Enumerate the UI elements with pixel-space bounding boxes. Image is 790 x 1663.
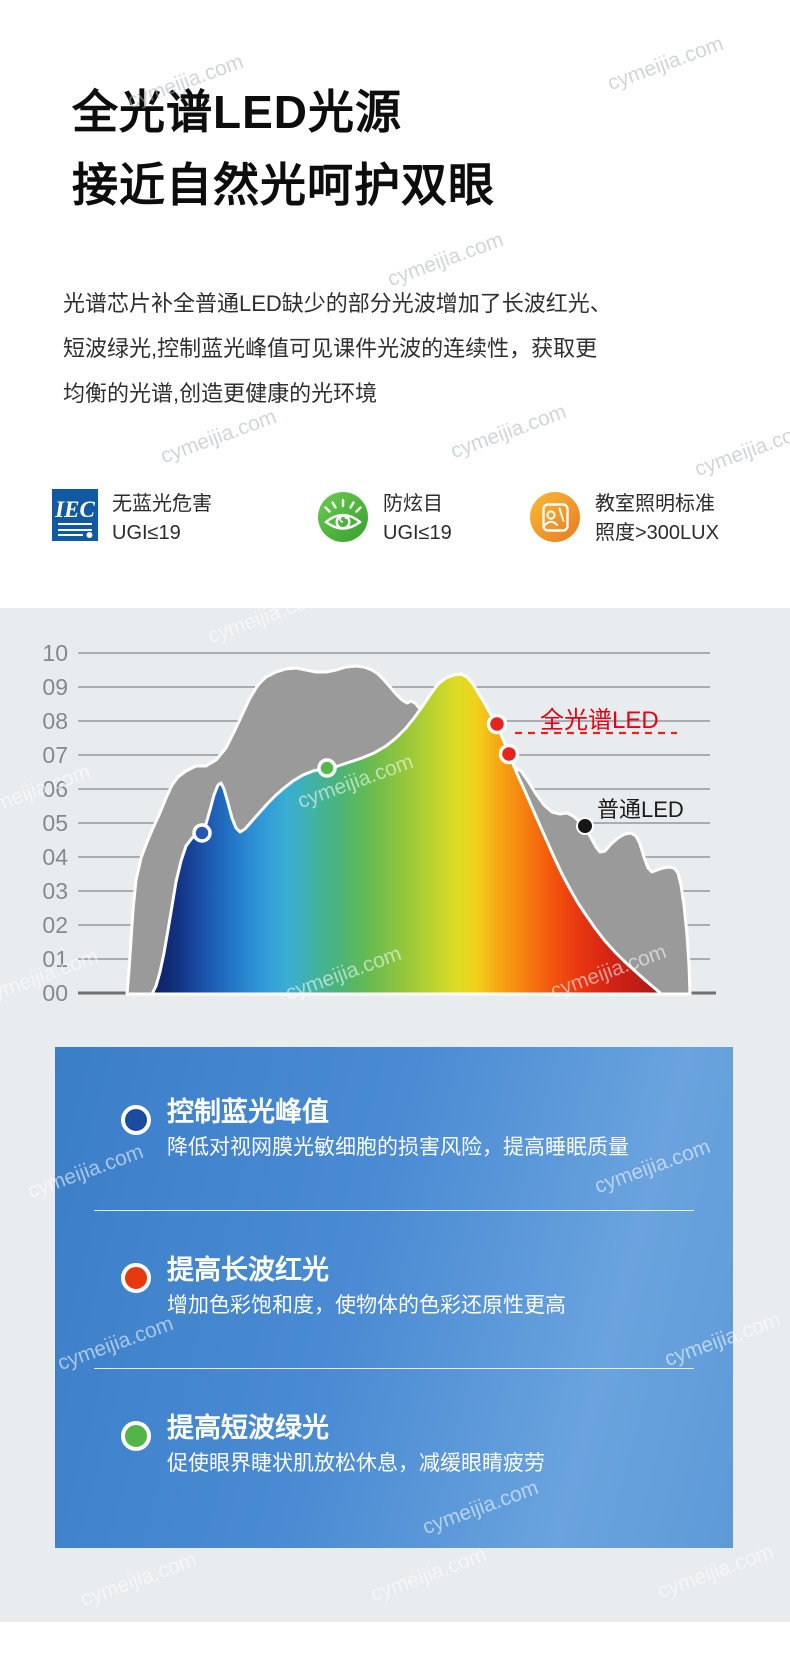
badge-value: UGI≤19 [383, 522, 452, 544]
classroom-lighting-icon [529, 491, 581, 548]
badge-label: 无蓝光危害 [112, 493, 212, 515]
page-title-line2: 接近自然光呵护双眼 [72, 159, 495, 211]
marker-blue-dot [192, 823, 212, 843]
feature-item-green-light: 提高短波绿光 促使眼界睫状肌放松休息，减缓眼睛疲劳 [121, 1411, 693, 1479]
intro-line: 短波绿光,控制蓝光峰值可见课件光波的连续性，获取更 [63, 336, 598, 361]
feature-desc: 增加色彩饱和度，使物体的色彩还原性更高 [167, 1294, 566, 1317]
iec-logo-icon: IEC [52, 488, 98, 550]
feature-item-red-light: 提高长波红光 增加色彩饱和度，使物体的色彩还原性更高 [121, 1253, 693, 1321]
y-tick: 00 [42, 980, 68, 1006]
page-title: 全光谱LED光源 接近自然光呵护双眼 [72, 76, 495, 222]
y-tick: 01 [42, 946, 68, 972]
intro-paragraph: 光谱芯片补全普通LED缺少的部分光波增加了长波红光、 短波绿光,控制蓝光峰值可见… [63, 281, 743, 416]
y-tick: 10 [42, 640, 68, 666]
y-tick: 02 [42, 912, 68, 938]
page-title-line1: 全光谱LED光源 [72, 86, 402, 138]
y-tick: 08 [42, 708, 68, 734]
red-dot-icon [121, 1263, 151, 1293]
intro-line: 均衡的光谱,创造更健康的光环境 [63, 381, 378, 406]
y-tick: 04 [42, 844, 68, 870]
marker-green-dot [317, 758, 337, 778]
feature-item-blue-light: 控制蓝光峰值 降低对视网膜光敏细胞的损害风险，提高睡眠质量 [121, 1095, 693, 1163]
svg-text:IEC: IEC [54, 497, 95, 522]
green-dot-icon [121, 1421, 151, 1451]
feature-title: 控制蓝光峰值 [167, 1097, 329, 1127]
y-tick: 05 [42, 810, 68, 836]
y-tick: 03 [42, 878, 68, 904]
marker-red-dot-lower [498, 743, 520, 765]
marker-red-dot-upper [486, 713, 508, 735]
marker-black-dot [576, 817, 594, 835]
badge-value: UGI≤19 [112, 522, 181, 544]
anti-glare-eye-icon [317, 491, 369, 548]
badge-no-blue-light: IEC 无蓝光危害 UGI≤19 [52, 488, 212, 550]
watermark-text: cymeijia.com [604, 31, 727, 96]
ordinary-led-label: 普通LED [597, 797, 684, 822]
y-tick: 06 [42, 776, 68, 802]
badge-classroom-standard: 教室照明标准 照度>300LUX [529, 490, 719, 548]
badge-label: 防炫目 [383, 493, 443, 515]
feature-title: 提高短波绿光 [167, 1413, 329, 1443]
panel-divider [94, 1210, 694, 1211]
panel-divider [94, 1368, 694, 1369]
y-axis-labels: 10 09 08 07 06 05 04 03 02 01 00 [42, 640, 68, 1006]
feature-desc: 降低对视网膜光敏细胞的损害风险，提高睡眠质量 [167, 1136, 629, 1159]
badge-anti-glare: 防炫目 UGI≤19 [317, 490, 452, 548]
spectrum-chart: 10 09 08 07 06 05 04 03 02 01 00 全光谱LED … [42, 640, 716, 1006]
badge-value: 照度>300LUX [595, 522, 719, 544]
watermark-text: cymeijia.com [691, 417, 790, 482]
feature-desc: 促使眼界睫状肌放松休息，减缓眼睛疲劳 [167, 1452, 545, 1475]
full-spectrum-led-area [150, 672, 663, 996]
y-tick: 07 [42, 742, 68, 768]
feature-panel: 控制蓝光峰值 降低对视网膜光敏细胞的损害风险，提高睡眠质量 提高长波红光 增加色… [55, 1047, 733, 1548]
feature-title: 提高长波红光 [167, 1255, 329, 1285]
badge-label: 教室照明标准 [595, 493, 715, 515]
y-tick: 09 [42, 674, 68, 700]
intro-line: 光谱芯片补全普通LED缺少的部分光波增加了长波红光、 [63, 291, 612, 316]
full-spectrum-led-label: 全光谱LED [540, 707, 659, 734]
blue-dot-icon [121, 1105, 151, 1135]
